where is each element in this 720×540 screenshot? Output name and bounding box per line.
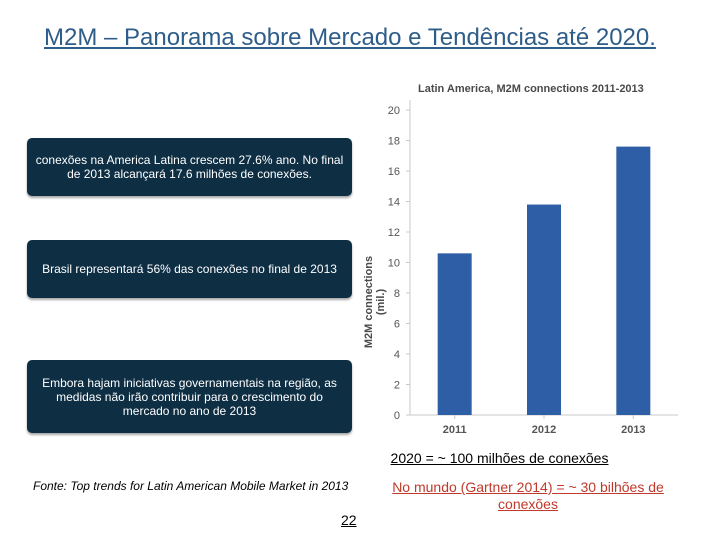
slide-title: M2M – Panorama sobre Mercado e Tendência… — [44, 24, 656, 51]
source-citation: Fonte: Top trends for Latin American Mob… — [33, 479, 349, 493]
y-tick-label: 12 — [388, 227, 400, 239]
y-tick-label: 16 — [388, 166, 400, 178]
y-tick-label: 20 — [388, 105, 400, 117]
y-tick-label: 18 — [388, 136, 400, 148]
note-world: No mundo (Gartner 2014) = ~ 30 bilhões d… — [392, 479, 664, 512]
y-tick-label: 14 — [388, 197, 400, 209]
x-tick-label: 2011 — [443, 424, 467, 436]
callout-growth: conexões na America Latina crescem 27.6%… — [27, 138, 352, 196]
chart-svg: 0 2 4 6 8 10 12 14 16 18 20 2011 2012 2013 — [388, 100, 678, 436]
y-tick-label: 10 — [388, 258, 400, 270]
bar-2011 — [437, 253, 472, 415]
y-tick-label: 6 — [394, 319, 400, 331]
y-tick-label: 8 — [394, 288, 400, 300]
bar-2013 — [616, 146, 651, 415]
callout-brazil-share: Brasil representará 56% das conexões no … — [27, 240, 352, 298]
y-tick-label: 4 — [394, 349, 400, 361]
note-2020: 2020 = ~ 100 milhões de conexões — [390, 450, 609, 466]
page-number: 22 — [341, 512, 357, 528]
y-tick-label: 2 — [394, 380, 400, 392]
chart: Latin America, M2M connections 2011-2013… — [360, 80, 690, 440]
x-tick-label: 2012 — [532, 424, 556, 436]
callout-government: Embora hajam iniciativas governamentais … — [27, 360, 352, 433]
y-tick-label: 0 — [394, 410, 400, 422]
x-tick-label: 2013 — [621, 424, 645, 436]
chart-title: Latin America, M2M connections 2011-2013 — [418, 83, 644, 95]
bar-2012 — [527, 204, 561, 415]
